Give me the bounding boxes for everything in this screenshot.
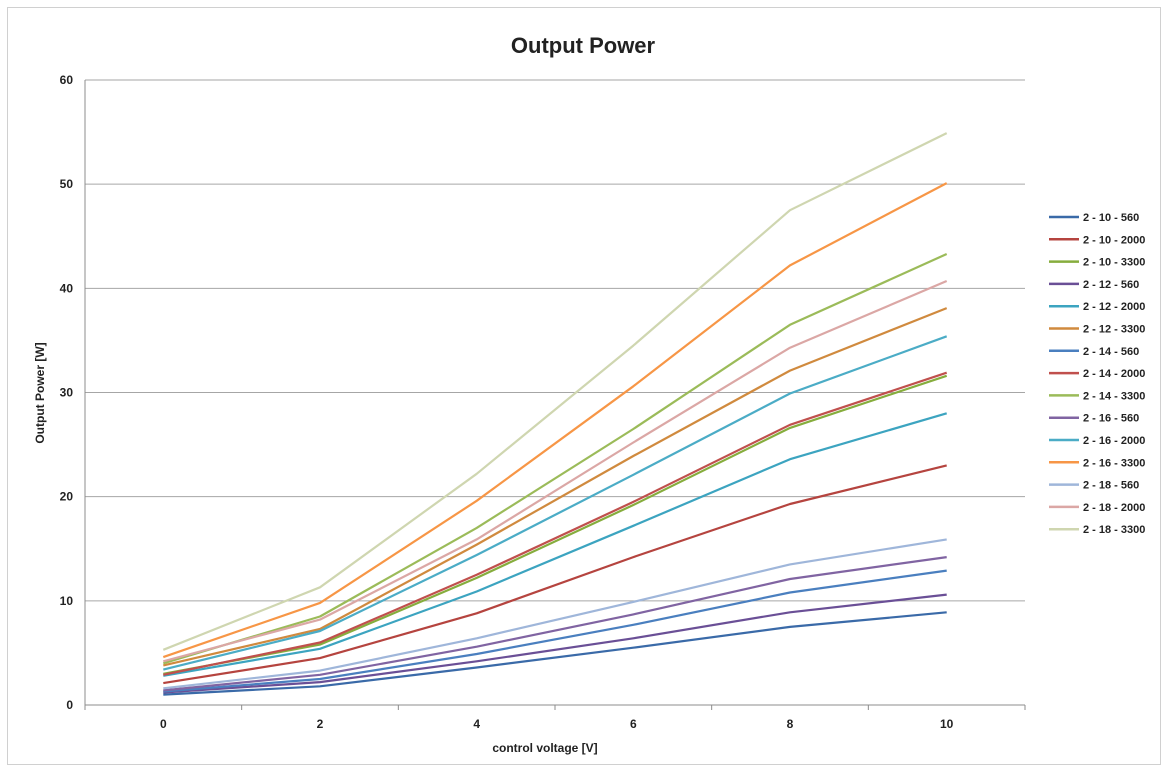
legend-entry: 2 - 18 - 560 [1083,480,1139,492]
x-tick-label: 10 [940,717,954,731]
x-axis-title: control voltage [V] [492,741,597,755]
y-axis-title: Output Power [W] [33,342,47,443]
x-tick-label: 0 [160,717,167,731]
y-tick-label: 30 [60,386,74,400]
x-tick-label: 4 [473,717,480,731]
legend-entry: 2 - 16 - 2000 [1083,435,1145,447]
series-line-2-14-2000 [163,371,948,676]
x-tick-label: 2 [317,717,324,731]
series-line-2-18-560 [163,538,947,690]
legend-entry: 2 - 12 - 3300 [1083,324,1145,336]
gridlines [85,79,1025,602]
series-line-2-10-3300 [163,374,948,675]
axes: 0 10 20 30 40 50 60 0 2 4 6 8 10 [60,73,1026,731]
legend-entry: 2 - 16 - 3300 [1083,457,1145,469]
series-line-2-10-560 [163,611,947,696]
series-line-2-12-2000 [163,412,948,677]
x-tick-label: 6 [630,717,637,731]
legend-entry: 2 - 10 - 3300 [1083,257,1145,269]
legend-entry: 2 - 10 - 560 [1083,212,1139,224]
series-line-2-14-3300 [162,252,948,665]
y-tick-label: 20 [60,490,74,504]
legend: 2 - 10 - 560 2 - 10 - 2000 2 - 10 - 3300 2 … [1049,212,1145,536]
legend-entry: 2 - 18 - 3300 [1083,524,1145,536]
legend-entry: 2 - 14 - 3300 [1083,390,1145,402]
series-line-2-14-560 [163,569,947,693]
legend-entry: 2 - 12 - 2000 [1083,301,1145,313]
y-tick-label: 50 [60,177,74,191]
series-lines [162,132,948,696]
y-tick-label: 40 [60,281,74,295]
y-tick-label: 0 [66,698,73,712]
legend-entry: 2 - 16 - 560 [1083,413,1139,425]
series-line-2-16-3300 [162,182,948,659]
series-line-2-18-2000 [163,279,948,663]
series-line-2-12-3300 [163,307,948,667]
series-line-2-18-3300 [162,132,948,651]
legend-entry: 2 - 18 - 2000 [1083,502,1145,514]
y-tick-label: 60 [60,73,74,87]
series-line-2-10-2000 [163,464,947,685]
legend-entry: 2 - 10 - 2000 [1083,234,1145,246]
series-line-2-12-560 [163,593,947,694]
series-line-2-16-560 [163,556,947,692]
x-tick-label: 8 [787,717,794,731]
legend-entry: 2 - 14 - 2000 [1083,368,1145,380]
legend-entry: 2 - 14 - 560 [1083,346,1139,358]
series-line-2-16-2000 [163,335,948,671]
chart-title: Output Power [511,33,656,58]
y-tick-label: 10 [60,594,74,608]
legend-entry: 2 - 12 - 560 [1083,279,1139,291]
